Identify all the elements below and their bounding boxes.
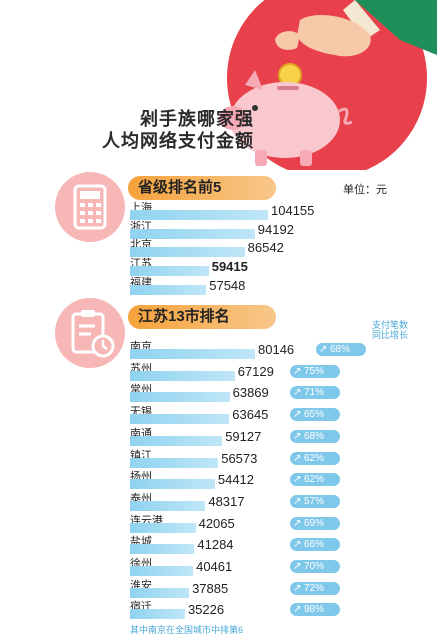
growth-chip: ↗ 71%: [290, 386, 340, 400]
bar: [130, 266, 209, 277]
bar: [130, 457, 219, 468]
bar-value: 37885: [192, 580, 229, 596]
bar: [130, 210, 268, 220]
bar-value: 41284: [197, 537, 234, 553]
bar-value: 94192: [257, 221, 294, 237]
growth-value: 57%: [304, 495, 325, 507]
growth-chip: ↗ 75%: [290, 364, 340, 378]
bar-value: 56573: [221, 450, 258, 466]
calculator-icon: [55, 172, 125, 242]
bar: [130, 566, 194, 576]
bar-value: 40461: [196, 559, 233, 574]
arrow-up-icon: ↗: [319, 344, 328, 355]
bar: [130, 544, 195, 555]
growth-value: 68%: [330, 344, 351, 355]
bar: [130, 349, 255, 359]
growth-chip: ↗ 57%: [290, 494, 340, 508]
arrow-up-icon: ↗: [293, 582, 302, 594]
bar: [130, 500, 206, 511]
arrow-up-icon: ↗: [293, 539, 302, 551]
bar-value: 104155: [271, 203, 315, 218]
bar-value: 86542: [247, 240, 284, 256]
bar-value: 48317: [208, 493, 245, 509]
bar-value: 57548: [209, 277, 246, 293]
bar: [130, 479, 215, 490]
growth-value: 72%: [304, 582, 325, 594]
growth-chip: ↗ 65%: [290, 408, 340, 422]
arrow-up-icon: ↗: [293, 474, 302, 486]
bar-value: 59415: [211, 259, 248, 275]
growth-value: 69%: [304, 517, 325, 529]
arrow-up-icon: ↗: [293, 365, 302, 377]
arrow-up-icon: ↗: [293, 430, 302, 442]
bar-value: 67129: [237, 363, 274, 379]
bar: [130, 435, 223, 446]
bar: [130, 414, 230, 425]
growth-value: 68%: [304, 430, 325, 442]
arrow-up-icon: ↗: [293, 452, 302, 464]
bar: [130, 587, 190, 598]
unit-label: 单位：元: [343, 184, 387, 196]
growth-value: 98%: [304, 604, 325, 616]
growth-value: 66%: [304, 539, 325, 551]
bar: [130, 392, 230, 403]
arrow-up-icon: ↗: [293, 409, 302, 421]
title-line-1: 剁手族哪家强: [140, 109, 254, 129]
growth-chip: ↗ 62%: [290, 451, 340, 465]
growth-chip: ↗ 68%: [290, 429, 340, 443]
growth-chip: ↗ 66%: [290, 538, 340, 552]
bar: [130, 284, 207, 295]
bar-value: 59127: [225, 428, 262, 444]
bar: [130, 370, 235, 381]
title-line-2: 人均网络支付金额: [102, 131, 254, 151]
arrow-up-icon: ↗: [293, 387, 302, 399]
section-tag-jiangsu: 江苏13市排名: [128, 305, 276, 329]
growth-chip: ↗ 70%: [290, 560, 340, 573]
growth-chip: ↗ 98%: [290, 603, 340, 617]
bar: [130, 522, 196, 533]
growth-chip: ↗ 69%: [290, 516, 340, 530]
bar: [130, 609, 185, 620]
bar-value: 54412: [217, 472, 255, 488]
bar: [130, 247, 245, 258]
growth-chip: ↗ 62%: [290, 473, 340, 487]
arrow-up-icon: ↗: [293, 561, 302, 572]
growth-value: 70%: [304, 561, 325, 572]
growth-value: 75%: [304, 365, 325, 377]
growth-chip: ↗ 68%: [316, 343, 366, 356]
bar: [130, 228, 255, 239]
piggy-bank-illustration: [219, 0, 437, 170]
growth-value: 62%: [304, 452, 325, 464]
clipboard-clock-icon: [55, 298, 125, 368]
arrow-up-icon: ↗: [293, 604, 302, 616]
growth-value: 62%: [304, 474, 325, 486]
arrow-up-icon: ↗: [293, 495, 302, 507]
bar-value: 63645: [232, 407, 269, 423]
bar-value: 42065: [198, 515, 235, 531]
footnote: 其中南京在全国城市中排第6: [130, 625, 244, 635]
growth-value: 71%: [304, 387, 325, 399]
section-tag-province: 省级排名前5: [128, 176, 276, 200]
growth-chip: ↗ 72%: [290, 581, 340, 595]
bar-value: 80146: [258, 342, 295, 357]
bar-value: 63869: [232, 385, 269, 401]
growth-value: 65%: [304, 409, 325, 421]
arrow-up-icon: ↗: [293, 517, 302, 529]
growth-header: 支付笔数同比增长: [371, 320, 408, 340]
page-title: 剁手族哪家强 人均网络支付金额: [94, 108, 254, 152]
bar-value: 35226: [187, 602, 225, 618]
